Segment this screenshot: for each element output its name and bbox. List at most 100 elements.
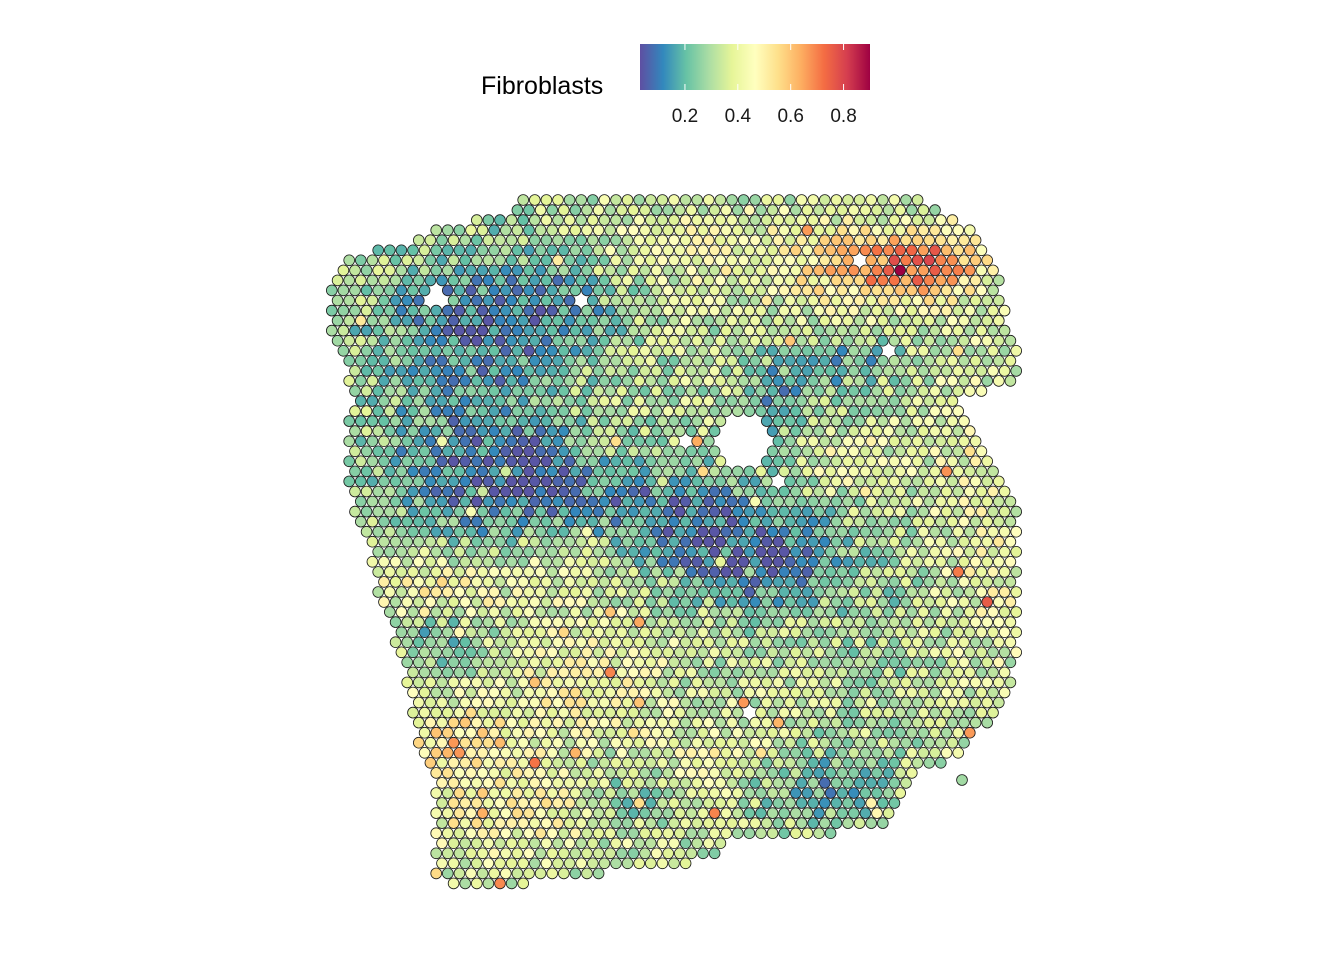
spot [378, 596, 390, 608]
spot [969, 495, 982, 508]
spot [778, 284, 790, 297]
spot [592, 606, 605, 618]
spot [958, 495, 970, 508]
spot [563, 455, 576, 468]
spot [465, 485, 477, 498]
spot [465, 304, 477, 317]
spot [470, 395, 483, 407]
spot [650, 706, 663, 719]
spot [447, 555, 460, 568]
spot [969, 455, 982, 468]
spot [621, 696, 634, 709]
spot [650, 586, 663, 598]
spot [743, 787, 756, 799]
spot [888, 696, 901, 709]
spot [720, 646, 732, 659]
spot [731, 224, 744, 237]
spot [447, 716, 460, 729]
spot [871, 807, 883, 819]
spot [627, 324, 640, 337]
spot [453, 485, 466, 498]
spot [557, 746, 570, 759]
spot [639, 365, 651, 377]
spot [395, 365, 408, 377]
spot [929, 344, 941, 357]
spot [401, 455, 414, 468]
spot [372, 344, 385, 357]
spot [900, 254, 912, 267]
spot [894, 344, 906, 357]
spot [859, 746, 872, 759]
spot [702, 656, 715, 669]
spot [795, 234, 808, 247]
spot [708, 445, 721, 458]
spot [917, 505, 930, 518]
spot [499, 365, 512, 377]
spot [679, 535, 692, 548]
spot [639, 264, 651, 277]
spot [557, 344, 570, 357]
spot [998, 545, 1011, 558]
spot [731, 525, 744, 538]
spot [633, 636, 645, 648]
spot [598, 616, 611, 628]
spot [424, 334, 437, 347]
spot [465, 465, 477, 478]
spot [900, 274, 912, 287]
spot [929, 586, 941, 598]
spot [824, 344, 837, 357]
spot [981, 535, 993, 548]
spot [691, 495, 703, 508]
spot [523, 264, 535, 277]
spot [656, 455, 669, 468]
spot [517, 676, 529, 689]
spot [917, 465, 930, 478]
spot [557, 445, 570, 458]
spot [772, 736, 785, 749]
spot [865, 395, 877, 407]
spot [528, 696, 541, 709]
spot [569, 445, 582, 458]
spot [668, 837, 680, 849]
spot [981, 716, 993, 729]
spot [952, 405, 964, 417]
spot [540, 676, 553, 689]
spot [546, 827, 558, 839]
spot [784, 636, 796, 648]
spot [465, 284, 477, 297]
spot [784, 314, 796, 327]
spot [685, 204, 698, 216]
spot [981, 475, 993, 488]
spot [447, 736, 460, 749]
spot [673, 485, 686, 498]
spot [523, 686, 535, 699]
spot [401, 254, 414, 267]
spot [697, 264, 709, 277]
spot [412, 596, 425, 608]
spot [818, 535, 831, 548]
spot [523, 525, 535, 538]
spot [981, 274, 993, 287]
spot [940, 365, 953, 377]
spot [459, 515, 472, 528]
spot [499, 807, 512, 819]
spot [726, 294, 738, 307]
spot [656, 676, 669, 689]
spot [499, 746, 512, 759]
spot [476, 666, 489, 679]
spot [720, 344, 732, 357]
spot [772, 756, 785, 769]
spot [691, 555, 703, 568]
spot [905, 304, 918, 317]
spot [952, 666, 964, 679]
spot [778, 204, 790, 216]
spot [847, 606, 860, 618]
spot [447, 314, 460, 327]
spot [627, 767, 640, 779]
spot [528, 194, 541, 206]
spot [668, 294, 680, 307]
spot [633, 354, 645, 367]
spot [1004, 515, 1017, 528]
spot [731, 706, 744, 719]
spot [673, 746, 686, 759]
